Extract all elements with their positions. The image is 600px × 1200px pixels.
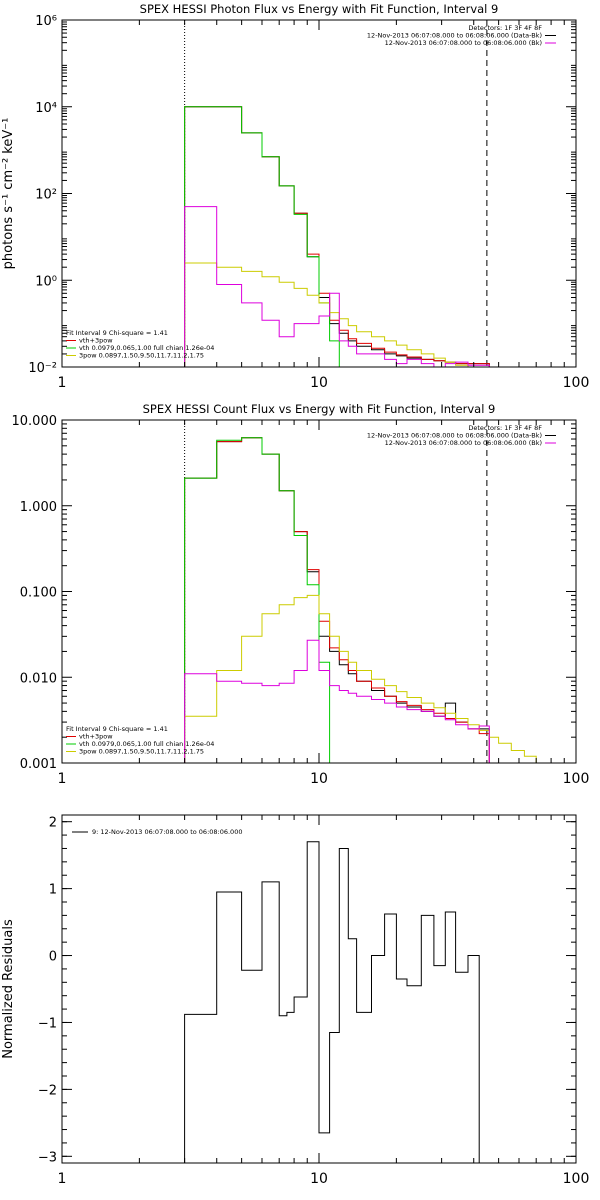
count-flux-panel: SPEX HESSI Count Flux vs Energy with Fit…: [12, 402, 590, 787]
x-tick-label: 100: [563, 1171, 590, 1187]
legend-entry: Fit Interval 9 Chi-square = 1.41: [66, 329, 168, 337]
series-line-0: [184, 106, 490, 367]
x-tick-label: 10: [310, 375, 328, 391]
y-tick-label: −3: [38, 1150, 57, 1165]
y-tick-label: −2: [38, 1083, 57, 1098]
legend-entry: vth+3pow: [79, 733, 113, 741]
legend-entry: 12-Nov-2013 06:07:08.000 to 06:08:06.000…: [385, 439, 542, 447]
y-tick-label: −1: [38, 1016, 57, 1031]
y-tick-label: 0: [49, 950, 57, 965]
legend-entry: 3pow 0.0897,1.50,9.50,11.7,11.2,1.75: [79, 352, 204, 360]
chart-title: SPEX HESSI Count Flux vs Energy with Fit…: [143, 402, 496, 416]
legend-entry: vth+3pow: [79, 337, 113, 345]
legend-entry: Detectors: 1F 3F 4F 8F: [468, 424, 542, 432]
x-tick-label: 1: [58, 1171, 67, 1187]
series-line-2: [184, 437, 340, 764]
legend-entry: vth 0.0979,0.065,1.00 full chian 1.26e-0…: [79, 740, 214, 748]
x-tick-label: 100: [563, 771, 590, 787]
y-tick-label: 10⁶: [35, 14, 57, 29]
legend-entry: vth 0.0979,0.065,1.00 full chian 1.26e-0…: [79, 344, 214, 352]
plot-frame: [61, 19, 577, 368]
series-line-3: [184, 594, 549, 764]
y-axis-label: photons s⁻¹ cm⁻² keV⁻¹: [1, 118, 16, 270]
legend-entry: Detectors: 1F 3F 4F 8F: [468, 24, 542, 32]
series-line-4: [184, 206, 490, 368]
legend-entry: 9: 12-Nov-2013 06:07:08.000 to 06:08:06.…: [92, 828, 242, 836]
y-tick-label: 1: [49, 883, 57, 898]
x-tick-label: 1: [58, 375, 67, 391]
y-tick-label: 10⁻²: [28, 361, 57, 376]
x-tick-label: 10: [310, 1171, 328, 1187]
series-line-0: [184, 437, 490, 763]
y-tick-label: 10.000: [12, 414, 58, 429]
y-tick-label: 10²: [35, 188, 57, 203]
y-tick-label: 10⁴: [35, 101, 57, 116]
series-line-4: [184, 639, 490, 763]
series-line-0: [184, 841, 480, 1163]
x-tick-label: 100: [563, 375, 590, 391]
y-tick-label: 1.000: [20, 500, 57, 515]
y-tick-label: 0.100: [20, 586, 57, 601]
x-tick-label: 1: [58, 771, 67, 787]
series-line-1: [184, 106, 490, 367]
series-line-1: [184, 437, 490, 763]
y-tick-label: 2: [49, 816, 57, 831]
legend-entry: 12-Nov-2013 06:07:08.000 to 06:08:06.000…: [367, 32, 542, 40]
residuals-panel: 1 10 100 −3 −2 −1 0 1 2 Normalized Residuals 9: 12…: [1, 814, 590, 1187]
y-axis-label: Normalized Residuals: [1, 919, 16, 1059]
legend-entry: 3pow 0.0897,1.50,9.50,11.7,11.2,1.75: [79, 748, 204, 756]
y-tick-label: 0.010: [20, 671, 57, 686]
legend-entry: 12-Nov-2013 06:07:08.000 to 06:08:06.000…: [367, 432, 542, 440]
series-line-2: [184, 106, 357, 368]
legend-entry: Fit Interval 9 Chi-square = 1.41: [66, 725, 168, 733]
y-tick-label: 0.001: [20, 757, 57, 772]
photon-flux-panel: SPEX HESSI Photon Flux vs Energy with Fi…: [1, 2, 589, 391]
series-line-3: [184, 262, 490, 368]
chart-title: SPEX HESSI Photon Flux vs Energy with Fi…: [140, 2, 499, 16]
legend-entry: 12-Nov-2013 06:07:08.000 to 06:08:06.000…: [385, 39, 542, 47]
x-tick-label: 10: [310, 771, 328, 787]
y-tick-label: 10⁰: [35, 274, 57, 289]
